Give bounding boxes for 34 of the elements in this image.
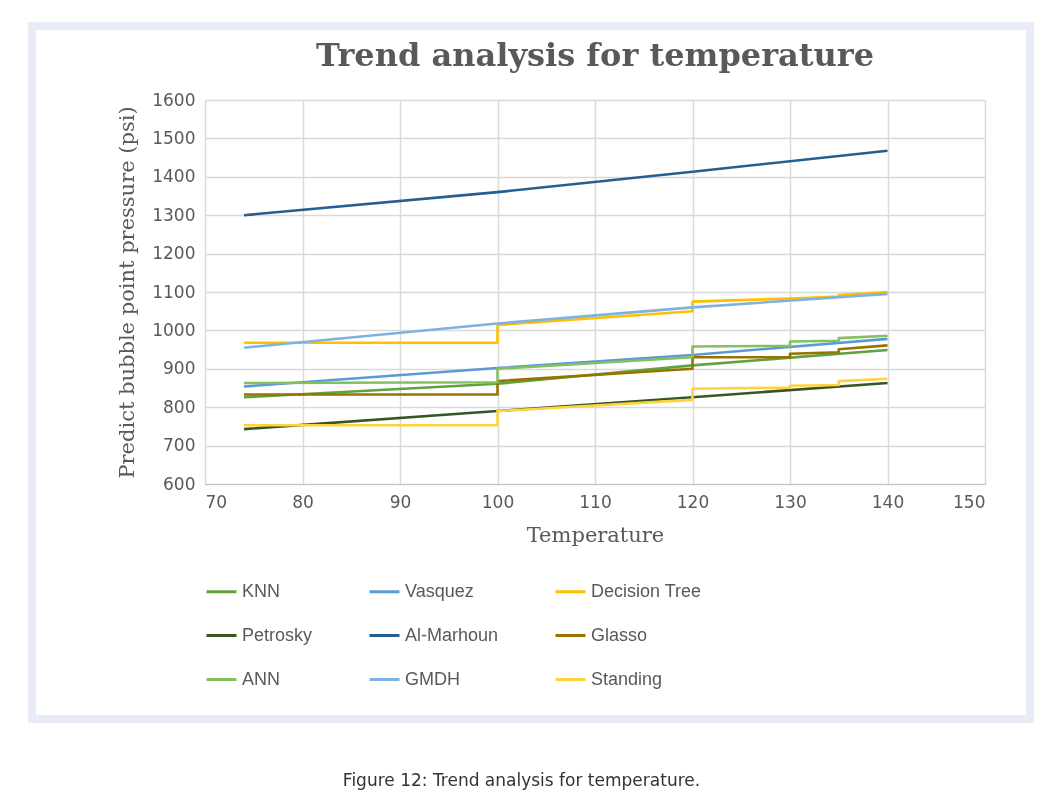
x-tick-label: 80 — [292, 491, 314, 512]
legend-label: Vasquez — [405, 580, 474, 601]
y-tick-label: 1200 — [152, 243, 196, 264]
x-tick-label: 100 — [481, 491, 515, 512]
legend-label: Decision Tree — [591, 580, 702, 601]
legend-label: GMDH — [405, 668, 460, 689]
caption: Figure 12: Trend analysis for temperature. — [341, 770, 702, 790]
x-axis-title: Temperature — [526, 522, 665, 547]
y-tick-label: 1000 — [152, 319, 196, 340]
y-tick-label: 1300 — [152, 204, 196, 225]
y-tick-label: 900 — [163, 358, 196, 379]
line-series — [242, 149, 889, 217]
x-tick-label: 130 — [774, 491, 807, 512]
x-tick-label: 120 — [676, 491, 710, 512]
legend-label: Standing — [591, 668, 663, 689]
x-tick-label: 140 — [871, 491, 905, 512]
legend-label: Petrosky — [242, 624, 313, 645]
y-tick-label: 1400 — [152, 166, 196, 187]
x-tick-label: 110 — [579, 491, 612, 512]
legend-label: ANN — [242, 668, 281, 689]
y-tick-label: 700 — [163, 435, 196, 456]
y-tick-label: 800 — [163, 396, 196, 417]
chart-title: Trend analysis for temperature — [316, 36, 874, 74]
x-tick-label: 150 — [953, 491, 986, 512]
legend-label: KNN — [242, 580, 281, 601]
x-tick-label: 70 — [205, 491, 228, 512]
legend-label: Al-Marhoun — [405, 624, 499, 645]
y-tick-label: 1500 — [152, 127, 196, 148]
y-tick-label: 1600 — [152, 89, 196, 110]
x-tick-label: 90 — [389, 491, 412, 512]
legend-label: Glasso — [591, 624, 648, 645]
y-axis-title: Predict bubble point pressure (psi) — [115, 106, 140, 479]
y-tick-label: 1100 — [152, 281, 196, 302]
y-tick-label: 600 — [163, 473, 196, 494]
